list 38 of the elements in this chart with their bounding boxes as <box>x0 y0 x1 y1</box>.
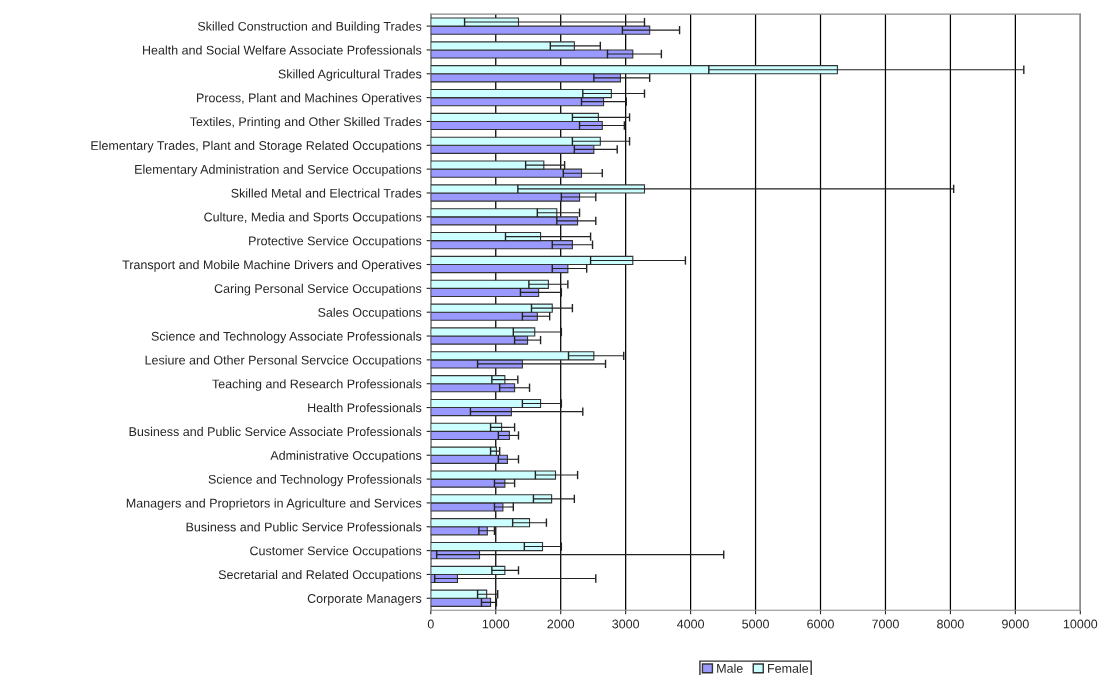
y-tick-label: Science and Technology Associate Professionals <box>151 331 422 344</box>
x-tick-label: 4000 <box>677 619 705 629</box>
x-tick-label: 6000 <box>807 619 834 629</box>
y-tick-label: Science and Technology Professionals <box>208 474 422 487</box>
x-tick-label: 9000 <box>1002 619 1029 629</box>
y-tick-label: Managers and Proprietors in Agriculture and Services <box>126 498 422 511</box>
y-tick-label: Sales Occupations <box>318 307 422 320</box>
x-tick-label: 2000 <box>547 619 575 629</box>
y-tick-label: Skilled Metal and Electrical Trades <box>231 188 422 198</box>
y-tick-label: Administrative Occupations <box>270 450 422 463</box>
x-tick-label: 8000 <box>937 619 964 629</box>
y-tick-label: Elementary Administration and Service Occupations <box>135 164 422 177</box>
y-tick-label: Culture, Media and Sports Occupations <box>204 212 422 224</box>
y-tick-label: Protective Service Occupations <box>249 236 422 248</box>
y-tick-label: Lesiure and Other Personal Servcice Occupations <box>145 355 422 367</box>
y-tick-label: Secretarial and Related Occupations <box>218 569 422 582</box>
legend-label: Male <box>717 663 743 673</box>
y-tick-label: Corporate Managers <box>307 594 422 606</box>
y-tick-label: Business and Public Service Associate Professionals <box>129 426 422 437</box>
y-tick-label: Health and Social Welfare Associate Professionals <box>143 45 422 55</box>
y-tick-label: Business and Public Service Professionals <box>186 522 422 532</box>
x-tick-label: 0 <box>427 619 434 629</box>
y-tick-label: Health Professionals <box>308 403 422 413</box>
y-tick-label: Process, Plant and Machines Operatives <box>197 93 422 105</box>
x-tick-label: 5000 <box>742 619 769 629</box>
y-tick-label: Caring Personal Service Occupations <box>214 283 422 296</box>
y-tick-label: Textiles, Printing and Other Skilled Trades <box>190 116 422 129</box>
legend-label: Female <box>768 663 809 673</box>
x-tick-label: 7000 <box>872 619 899 629</box>
y-tick-label: Skilled Construction and Building Trades <box>197 21 422 34</box>
y-tick-label: Skilled Agricultural Trades <box>278 69 422 81</box>
y-tick-label: Teaching and Research Professionals <box>212 379 422 391</box>
y-tick-label: Transport and Mobile Machine Drivers and Operatives <box>122 259 422 272</box>
y-tick-label: Customer Service Occupations <box>250 546 422 558</box>
x-tick-label: 1000 <box>482 619 510 629</box>
x-tick-label: 3000 <box>612 619 640 629</box>
x-tick-label: 10000 <box>1063 619 1098 629</box>
y-tick-label: Elementary Trades, Plant and Storage Related Occupations <box>91 140 422 153</box>
